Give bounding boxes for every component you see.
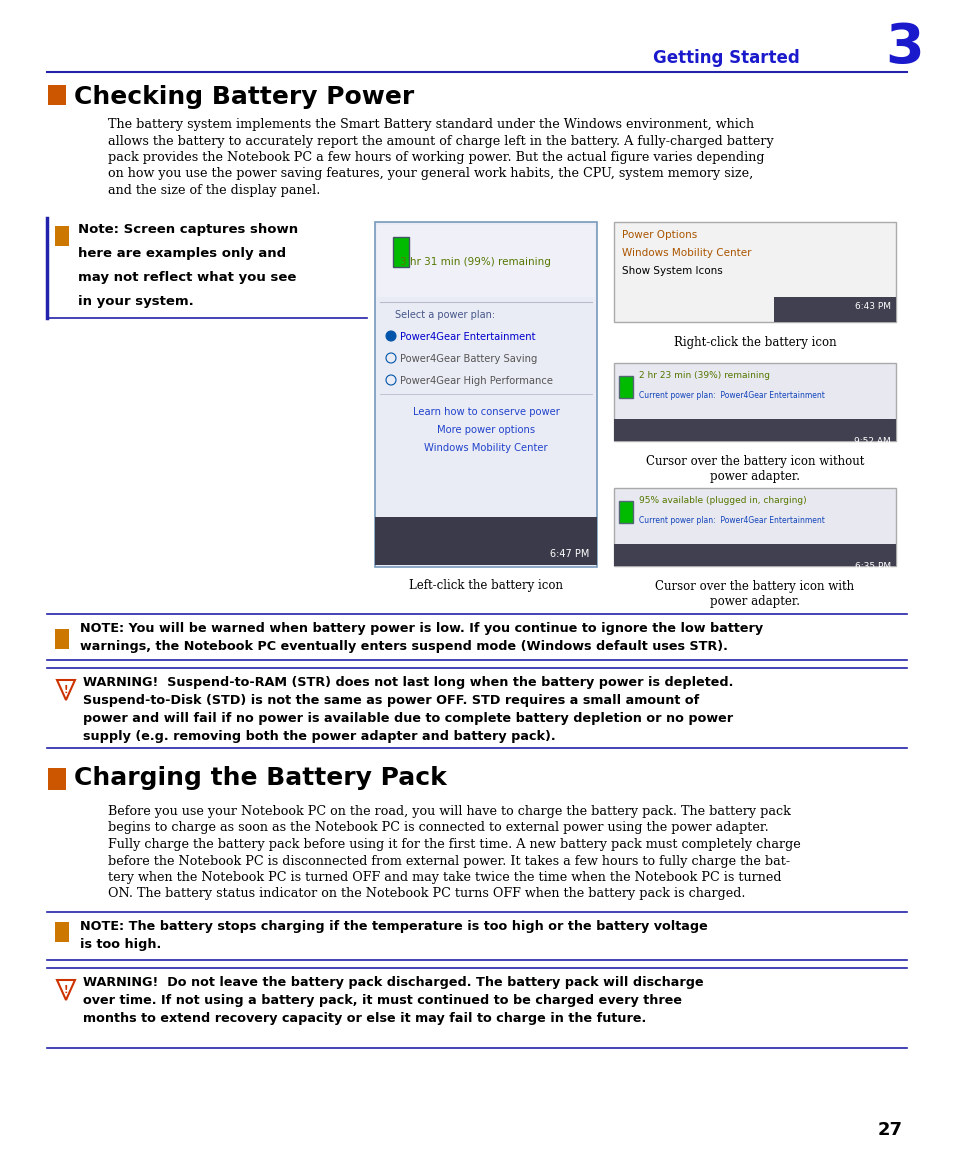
Text: and the size of the display panel.: and the size of the display panel. <box>108 184 320 198</box>
Text: WARNING!  Do not leave the battery pack discharged. The battery pack will discha: WARNING! Do not leave the battery pack d… <box>83 976 703 989</box>
Text: WARNING!  Suspend-to-RAM (STR) does not last long when the battery power is depl: WARNING! Suspend-to-RAM (STR) does not l… <box>83 676 733 690</box>
Text: !: ! <box>64 685 69 695</box>
Text: power adapter.: power adapter. <box>709 595 800 608</box>
Text: 2 hr 23 min (39%) remaining: 2 hr 23 min (39%) remaining <box>639 371 769 380</box>
Text: is too high.: is too high. <box>80 938 161 951</box>
FancyBboxPatch shape <box>773 297 895 322</box>
FancyBboxPatch shape <box>55 629 69 649</box>
FancyBboxPatch shape <box>48 85 66 105</box>
Text: in your system.: in your system. <box>78 295 193 308</box>
Text: Show System Icons: Show System Icons <box>621 266 722 276</box>
FancyBboxPatch shape <box>55 922 69 942</box>
Text: Before you use your Notebook PC on the road, you will have to charge the battery: Before you use your Notebook PC on the r… <box>108 805 790 818</box>
Text: Cursor over the battery icon without: Cursor over the battery icon without <box>645 455 863 468</box>
Text: Checking Battery Power: Checking Battery Power <box>74 85 414 109</box>
FancyBboxPatch shape <box>618 501 633 523</box>
Text: Learn how to conserve power: Learn how to conserve power <box>412 407 558 417</box>
FancyBboxPatch shape <box>375 517 597 565</box>
Text: 3: 3 <box>884 21 923 75</box>
Text: 6:47 PM: 6:47 PM <box>549 549 588 559</box>
Text: Right-click the battery icon: Right-click the battery icon <box>673 336 836 349</box>
Text: pack provides the Notebook PC a few hours of working power. But the actual figur: pack provides the Notebook PC a few hour… <box>108 151 763 164</box>
Text: Getting Started: Getting Started <box>653 49 800 67</box>
Text: ON. The battery status indicator on the Notebook PC turns OFF when the battery p: ON. The battery status indicator on the … <box>108 887 744 901</box>
Text: 3 hr 31 min (99%) remaining: 3 hr 31 min (99%) remaining <box>399 258 550 267</box>
Polygon shape <box>57 680 75 700</box>
FancyBboxPatch shape <box>614 419 895 441</box>
Text: Windows Mobility Center: Windows Mobility Center <box>621 248 751 258</box>
Circle shape <box>386 331 395 341</box>
Text: Power4Gear High Performance: Power4Gear High Performance <box>399 377 553 386</box>
Text: 27: 27 <box>877 1122 902 1139</box>
Text: begins to charge as soon as the Notebook PC is connected to external power using: begins to charge as soon as the Notebook… <box>108 821 768 835</box>
Text: 6:43 PM: 6:43 PM <box>854 301 890 311</box>
FancyBboxPatch shape <box>376 225 595 297</box>
Text: before the Notebook PC is disconnected from external power. It takes a few hours: before the Notebook PC is disconnected f… <box>108 855 789 867</box>
Text: Fully charge the battery pack before using it for the first time. A new battery : Fully charge the battery pack before usi… <box>108 839 800 851</box>
Text: Power4Gear Entertainment: Power4Gear Entertainment <box>399 331 535 342</box>
Text: over time. If not using a battery pack, it must continued to be charged every th: over time. If not using a battery pack, … <box>83 994 681 1007</box>
Text: Windows Mobility Center: Windows Mobility Center <box>424 444 547 453</box>
Text: here are examples only and: here are examples only and <box>78 247 286 260</box>
Text: power adapter.: power adapter. <box>709 470 800 483</box>
Text: supply (e.g. removing both the power adapter and battery pack).: supply (e.g. removing both the power ada… <box>83 730 555 743</box>
FancyBboxPatch shape <box>614 489 895 566</box>
Text: 6:35 PM: 6:35 PM <box>854 562 890 571</box>
Text: NOTE: The battery stops charging if the temperature is too high or the battery v: NOTE: The battery stops charging if the … <box>80 921 707 933</box>
Text: NOTE: You will be warned when battery power is low. If you continue to ignore th: NOTE: You will be warned when battery po… <box>80 623 762 635</box>
Text: 95% available (plugged in, charging): 95% available (plugged in, charging) <box>639 495 806 505</box>
Text: Current power plan:  Power4Gear Entertainment: Current power plan: Power4Gear Entertain… <box>639 516 824 526</box>
Text: allows the battery to accurately report the amount of charge left in the battery: allows the battery to accurately report … <box>108 134 773 148</box>
Text: on how you use the power saving features, your general work habits, the CPU, sys: on how you use the power saving features… <box>108 167 753 180</box>
Text: Select a power plan:: Select a power plan: <box>395 310 495 320</box>
Text: Power Options: Power Options <box>621 230 697 240</box>
FancyBboxPatch shape <box>48 768 66 790</box>
Text: !: ! <box>64 985 69 994</box>
Polygon shape <box>57 979 75 1000</box>
FancyBboxPatch shape <box>375 222 597 567</box>
Text: Current power plan:  Power4Gear Entertainment: Current power plan: Power4Gear Entertain… <box>639 392 824 400</box>
Text: Left-click the battery icon: Left-click the battery icon <box>409 579 562 593</box>
Text: months to extend recovery capacity or else it may fail to charge in the future.: months to extend recovery capacity or el… <box>83 1012 645 1024</box>
FancyBboxPatch shape <box>614 222 895 322</box>
Text: Cursor over the battery icon with: Cursor over the battery icon with <box>655 580 854 593</box>
Text: tery when the Notebook PC is turned OFF and may take twice the time when the Not: tery when the Notebook PC is turned OFF … <box>108 871 781 884</box>
Circle shape <box>388 334 393 338</box>
FancyBboxPatch shape <box>618 377 633 398</box>
FancyBboxPatch shape <box>614 544 895 566</box>
Text: warnings, the Notebook PC eventually enters suspend mode (Windows default uses S: warnings, the Notebook PC eventually ent… <box>80 640 727 653</box>
FancyBboxPatch shape <box>614 363 895 441</box>
FancyBboxPatch shape <box>55 226 69 246</box>
Text: Suspend-to-Disk (STD) is not the same as power OFF. STD requires a small amount : Suspend-to-Disk (STD) is not the same as… <box>83 694 699 707</box>
Text: More power options: More power options <box>436 425 535 435</box>
Text: may not reflect what you see: may not reflect what you see <box>78 271 296 284</box>
Text: Note: Screen captures shown: Note: Screen captures shown <box>78 223 297 236</box>
Text: power and will fail if no power is available due to complete battery depletion o: power and will fail if no power is avail… <box>83 711 732 725</box>
Text: Charging the Battery Pack: Charging the Battery Pack <box>74 766 446 790</box>
Text: 9:52 AM: 9:52 AM <box>853 437 890 446</box>
Text: Power4Gear Battery Saving: Power4Gear Battery Saving <box>399 353 537 364</box>
Text: The battery system implements the Smart Battery standard under the Windows envir: The battery system implements the Smart … <box>108 118 753 131</box>
FancyBboxPatch shape <box>393 237 409 267</box>
